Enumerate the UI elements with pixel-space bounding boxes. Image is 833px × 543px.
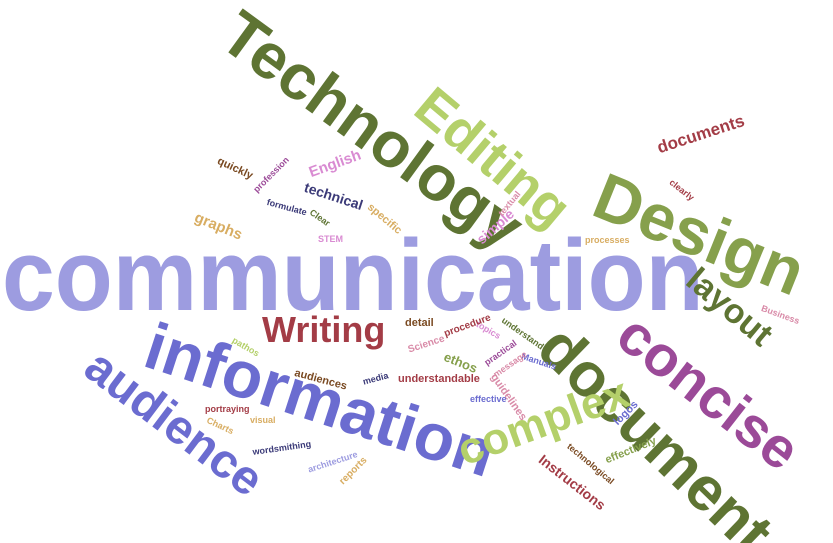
- word-english: English: [306, 146, 364, 182]
- word-stem: STEM: [318, 234, 344, 244]
- word-communication: communication: [2, 220, 704, 332]
- word-documents: documents: [654, 111, 747, 158]
- word-writing: Writing: [262, 309, 386, 350]
- word-detail: detail: [405, 317, 434, 329]
- word-quickly: quickly: [215, 155, 255, 182]
- word-science: Science: [406, 333, 447, 356]
- word-understandable: understandable: [398, 373, 480, 385]
- word-wordsmithing: wordsmithing: [251, 438, 312, 457]
- word-processes: processes: [585, 235, 630, 245]
- word-formulate: formulate: [265, 197, 308, 218]
- word-portraying: portraying: [205, 404, 250, 414]
- word-effective: effective: [470, 394, 507, 404]
- word-profession: profession: [251, 154, 291, 195]
- word-ethos: ethos: [441, 349, 480, 376]
- word-visual: visual: [250, 415, 276, 425]
- word-instructions: Instructions: [535, 451, 609, 514]
